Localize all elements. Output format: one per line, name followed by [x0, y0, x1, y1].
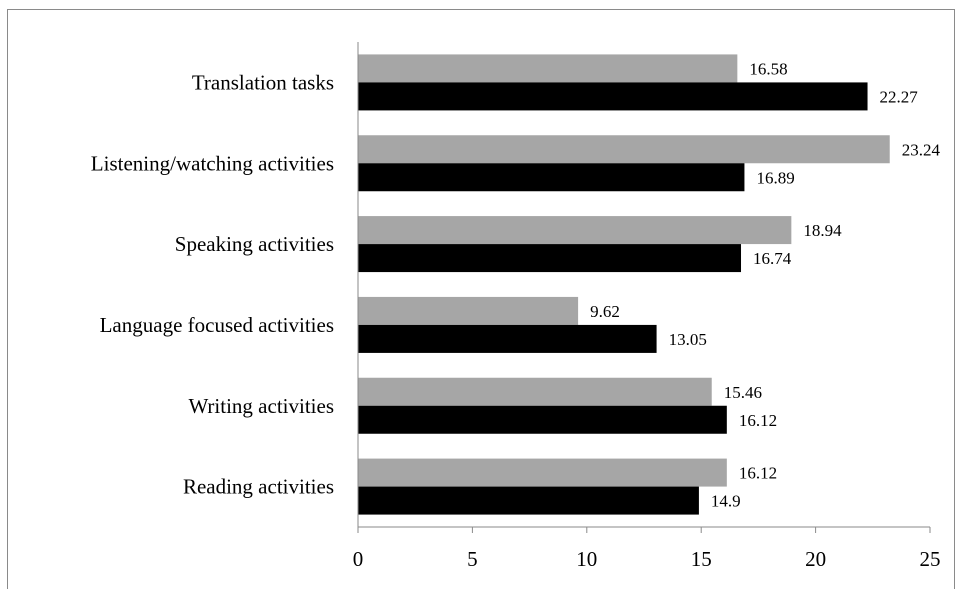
chart-frame [7, 9, 955, 589]
data-label: 16.12 [739, 411, 777, 430]
data-label: 16.12 [739, 464, 777, 483]
bar [358, 324, 657, 353]
data-label: 16.89 [756, 168, 794, 187]
data-label: 13.05 [669, 330, 707, 349]
data-label: 16.58 [749, 59, 787, 78]
x-tick-label: 5 [467, 547, 478, 571]
x-tick-label: 20 [805, 547, 826, 571]
category-label: Translation tasks [192, 70, 334, 94]
bars-layer [358, 54, 890, 515]
bar [358, 216, 792, 245]
bar [358, 135, 890, 164]
data-label: 9.62 [590, 302, 620, 321]
x-tick-label: 15 [691, 547, 712, 571]
data-label: 15.46 [724, 383, 762, 402]
category-label: Reading activities [183, 475, 334, 499]
category-label: Language focused activities [100, 313, 334, 337]
bar [358, 377, 712, 406]
bar [358, 405, 727, 434]
bar [358, 82, 868, 111]
data-label: 23.24 [902, 140, 941, 159]
data-label: 18.94 [803, 221, 842, 240]
data-label: 22.27 [880, 87, 919, 106]
bar [358, 244, 742, 273]
category-label: Writing activities [188, 394, 334, 418]
bar [358, 458, 727, 487]
bar [358, 296, 579, 325]
x-tick-label: 0 [353, 547, 364, 571]
data-label: 14.9 [711, 492, 741, 511]
category-label: Speaking activities [175, 232, 334, 256]
x-tick-label: 10 [576, 547, 597, 571]
bar [358, 54, 738, 83]
labels-layer: Translation tasks 16.58 22.27 Listening/wat… [91, 59, 941, 510]
x-tick-label: 25 [920, 547, 941, 571]
category-label: Listening/watching activities [91, 151, 334, 175]
bar [358, 163, 745, 192]
bar [358, 486, 699, 515]
data-label: 16.74 [753, 249, 792, 268]
